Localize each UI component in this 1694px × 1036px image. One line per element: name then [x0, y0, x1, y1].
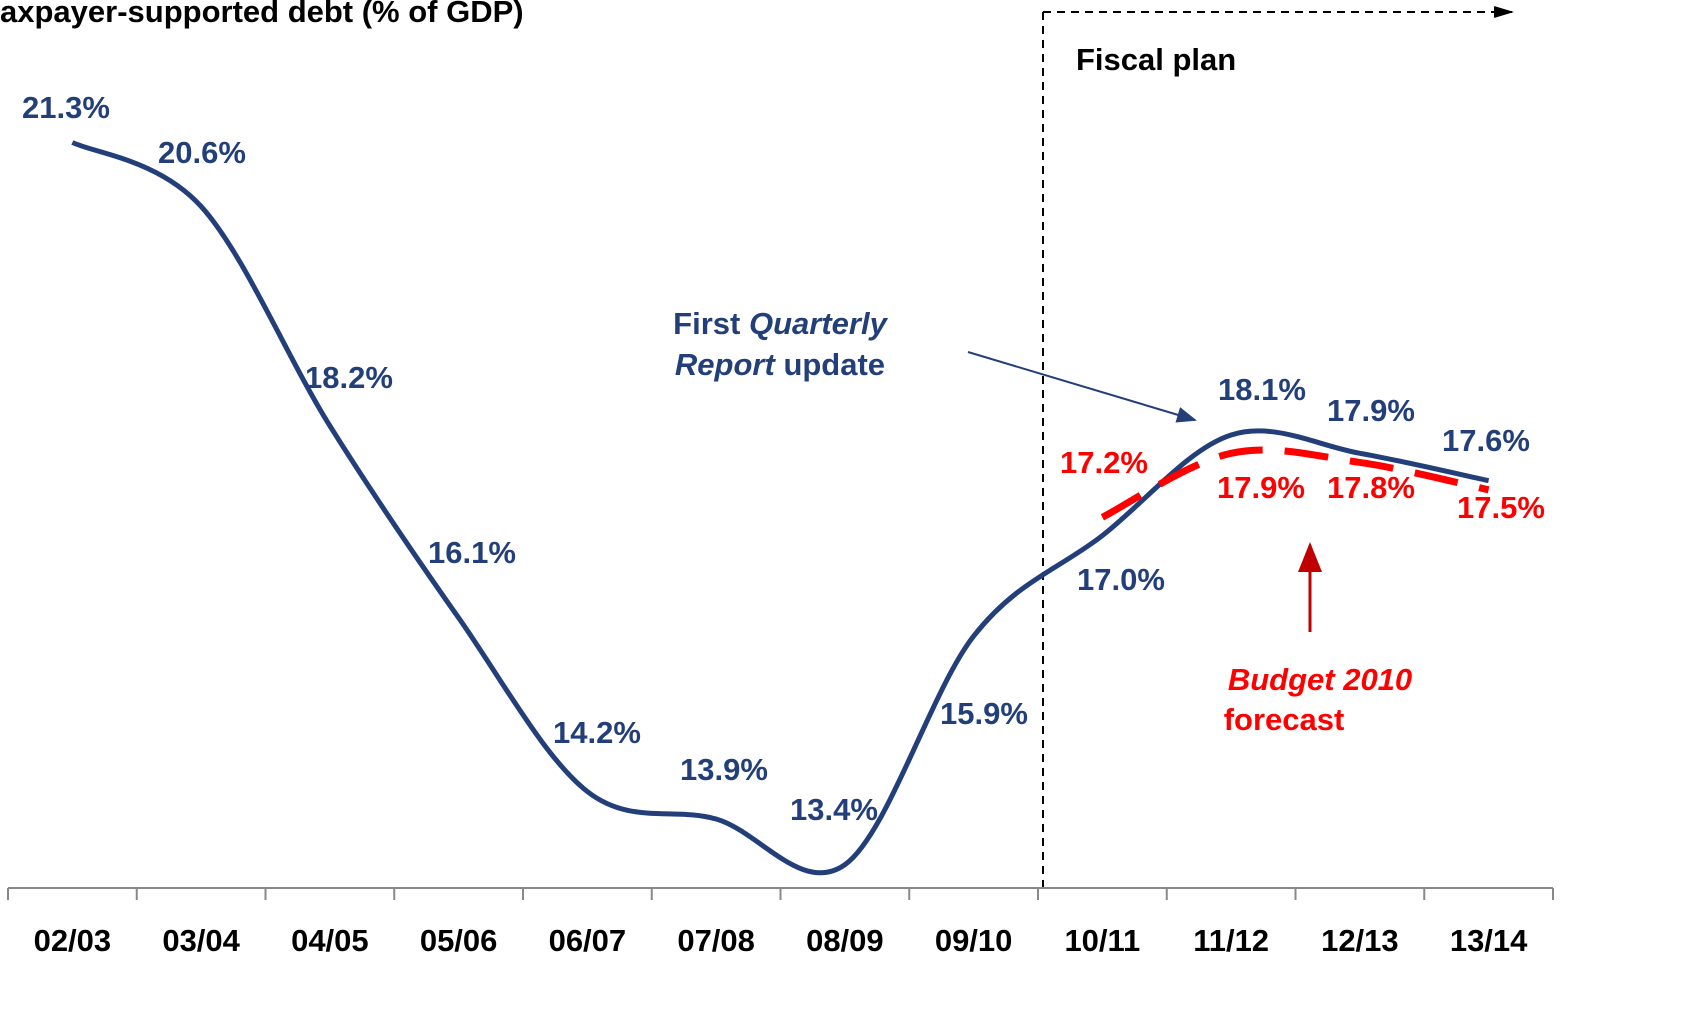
data-label: 17.9%	[1217, 470, 1305, 505]
x-tick-label: 06/07	[549, 923, 627, 958]
x-tick-label: 02/03	[34, 923, 112, 958]
series-line	[1100, 446, 1490, 521]
quarterly-annotation: Report update	[675, 347, 885, 382]
data-label: 17.0%	[1077, 562, 1165, 597]
x-tick-label: 12/13	[1321, 923, 1399, 958]
fiscal-plan-label: Fiscal plan	[1076, 42, 1236, 77]
x-tick-label: 07/08	[677, 923, 755, 958]
budget-annotation: forecast	[1224, 702, 1345, 737]
data-label: 17.9%	[1327, 393, 1415, 428]
x-tick-label: 03/04	[162, 923, 240, 958]
series-line	[71, 140, 1490, 876]
data-label: 17.8%	[1327, 470, 1415, 505]
quarterly-arrow	[967, 351, 1197, 423]
data-label: 18.2%	[305, 360, 393, 395]
data-label: 17.6%	[1442, 423, 1530, 458]
data-label: 17.2%	[1060, 445, 1148, 480]
x-tick-label: 05/06	[420, 923, 498, 958]
data-label: 16.1%	[428, 535, 516, 570]
data-label: 17.5%	[1457, 490, 1545, 525]
data-label: 14.2%	[553, 715, 641, 750]
x-tick-label: 04/05	[291, 923, 369, 958]
quarterly-annotation: First Quarterly	[673, 306, 888, 341]
x-tick-label: 09/10	[935, 923, 1013, 958]
data-label: 21.3%	[22, 90, 110, 125]
budget-annotation: Budget 2010	[1228, 662, 1412, 697]
x-tick-label: 08/09	[806, 923, 884, 958]
data-label: 13.9%	[680, 752, 768, 787]
x-tick-label: 11/12	[1193, 923, 1269, 958]
chart-title: axpayer-supported debt (% of GDP)	[0, 0, 524, 29]
data-label: 20.6%	[158, 135, 246, 170]
x-tick-label: 13/14	[1450, 923, 1528, 958]
data-label: 18.1%	[1218, 372, 1306, 407]
x-tick-label: 10/11	[1064, 923, 1140, 958]
data-label: 15.9%	[940, 696, 1028, 731]
data-label: 13.4%	[790, 792, 878, 827]
